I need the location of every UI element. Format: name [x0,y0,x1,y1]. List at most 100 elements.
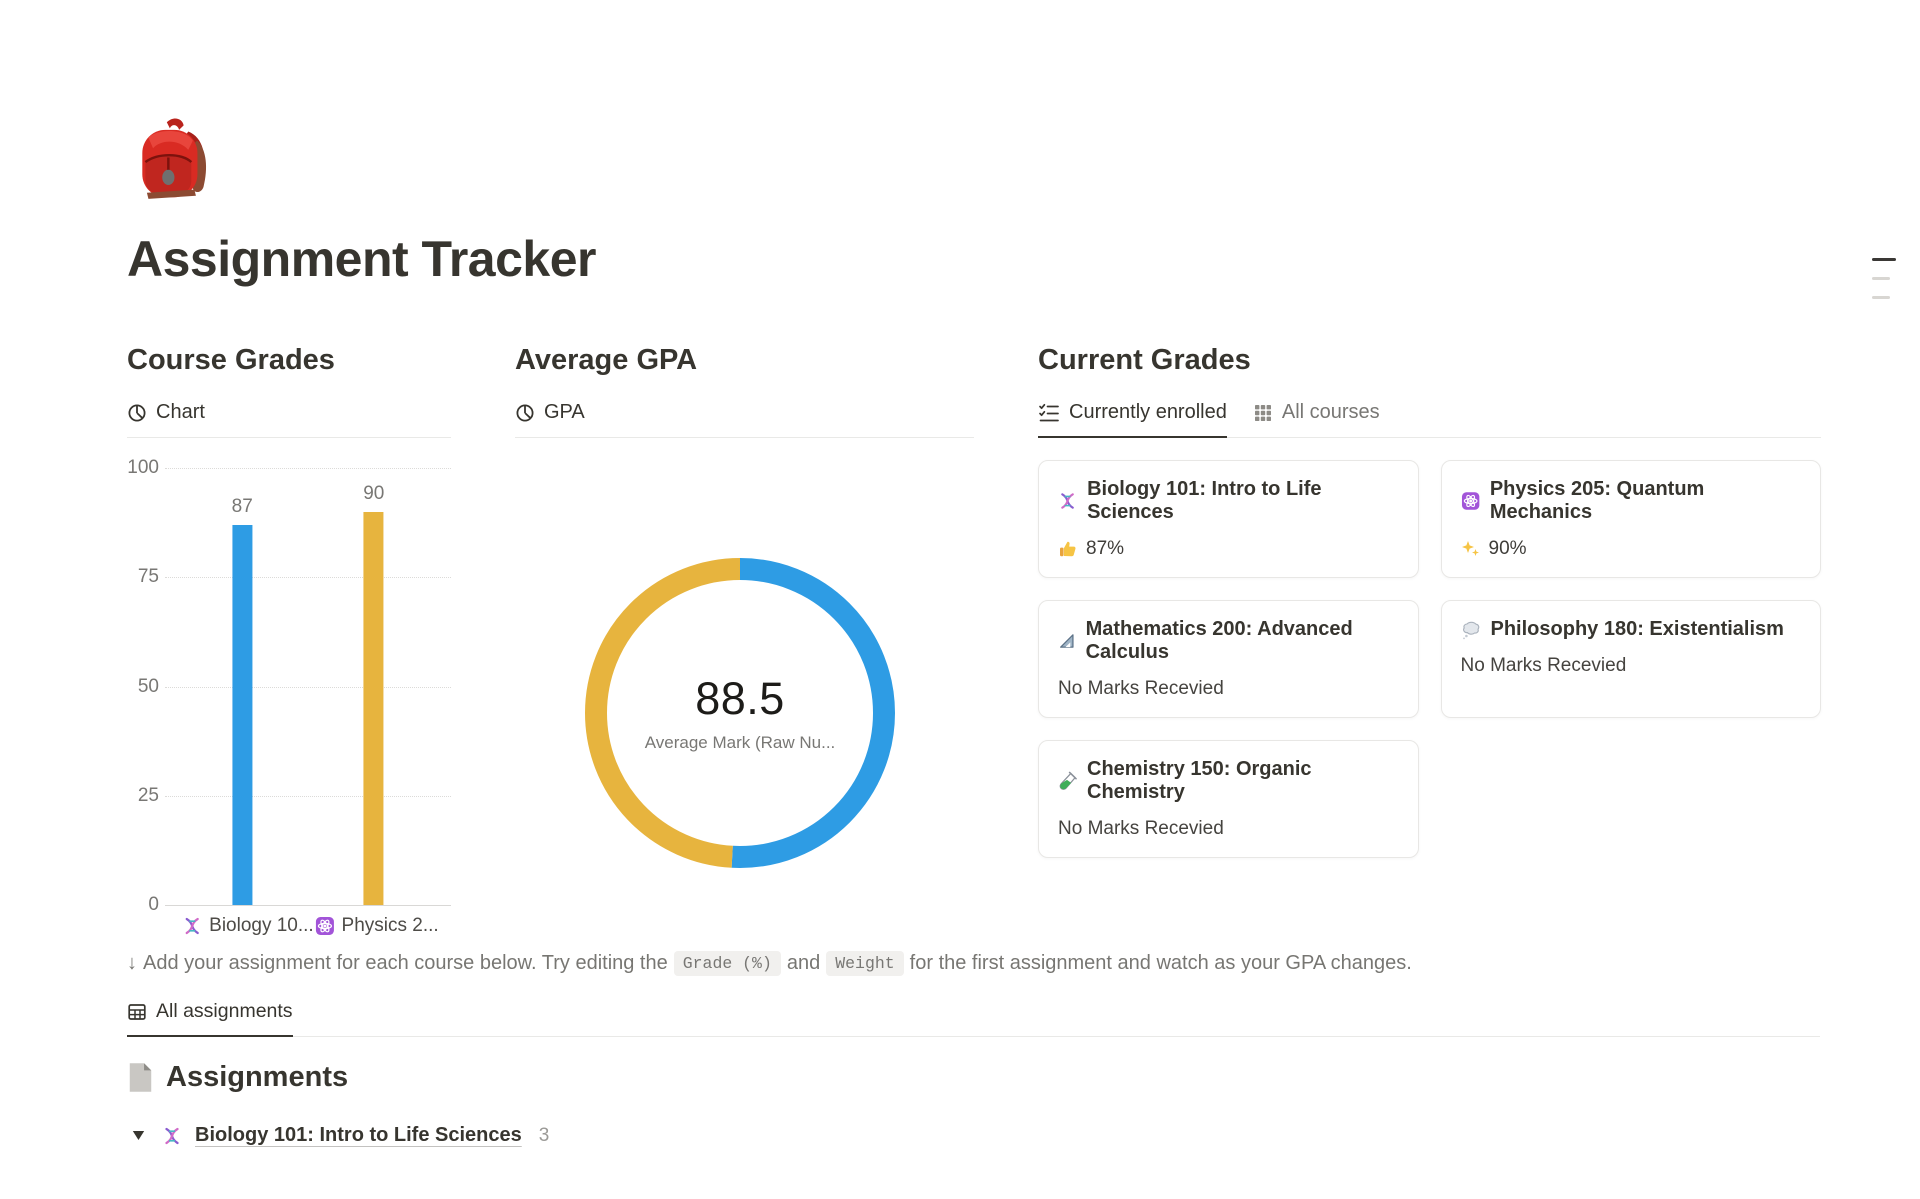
bar-rect-biology [232,525,253,905]
tab-currently-enrolled[interactable]: Currently enrolled [1038,401,1227,438]
average-gpa-tabs: GPA [515,401,974,438]
card-status-text: No Marks Recevied [1058,818,1224,839]
gridline-0 [165,905,451,906]
current-grades-section: Current Grades Currently enrolled [1038,344,1821,905]
tab-chart-label: Chart [156,401,205,423]
current-grades-heading: Current Grades [1038,344,1251,376]
bar-value-label: 90 [363,483,385,504]
pie-chart-icon [128,404,146,421]
gridline-100 [165,468,451,469]
bar-physics[interactable]: 90 [363,483,384,905]
gridline-50 [165,686,451,688]
assignments-heading-text: Assignments [166,1061,349,1093]
table-of-contents-indicator[interactable] [1872,258,1896,299]
atom-icon [1461,492,1479,510]
donut-svg [585,558,895,868]
tab-all-assignments-label: All assignments [156,1000,293,1022]
card-title-text: Biology 101: Intro to Life Sciences [1087,478,1322,523]
toc-bar [1872,296,1890,299]
course-grades-heading: Course Grades [127,344,335,376]
plot-area: 87 90 Bi [165,468,451,936]
table-icon [128,1003,146,1020]
dna-icon [185,917,199,935]
gpa-donut-chart: 88.5 Average Mark (Raw Nu... [585,558,895,868]
toc-bar [1872,258,1896,261]
gridline-75 [165,577,451,579]
checklist-icon [1039,403,1059,421]
tab-all-assignments[interactable]: All assignments [127,1000,293,1037]
assignments-heading: Assignments [127,1061,1820,1094]
donut-segment-yellow [585,558,895,868]
down-arrow-icon: ↓ [127,952,137,974]
assignment-group-biology: Biology 101: Intro to Life Sciences 3 [127,1124,1820,1147]
dna-icon [165,1127,179,1144]
x-label-physics: Physics 2... [315,915,439,937]
helper-note: ↓ Add your assignment for each course be… [127,951,1820,976]
tab-all-courses-label: All courses [1281,401,1380,423]
assignments-tabs: All assignments [127,1000,1820,1037]
tab-chart[interactable]: Chart [127,401,205,438]
toc-bar [1872,277,1890,280]
group-count: 3 [538,1124,550,1146]
toggle-triangle-icon[interactable] [127,1130,149,1141]
average-gpa-section: Average GPA GPA [515,344,974,905]
y-axis: 100 75 50 25 0 [127,457,165,915]
card-chemistry-150[interactable]: Chemistry 150: Organic Chemistry No Mark… [1038,740,1419,858]
card-mark-text: 87% [1086,538,1125,559]
code-chip-grade: Grade (%) [673,951,781,976]
group-title-link[interactable]: Biology 101: Intro to Life Sciences [195,1124,522,1146]
x-label-text: Physics 2... [341,915,439,936]
gpa-value-label: Average Mark (Raw Nu... [644,733,836,752]
y-tick: 0 [148,894,159,915]
atom-icon [315,917,334,935]
code-chip-weight: Weight [826,951,904,976]
card-title-text: Physics 205: Quantum Mechanics [1489,478,1705,523]
page-title: Assignment Tracker [127,231,596,287]
backpack-icon[interactable] [127,110,225,208]
bar-biology[interactable]: 87 [232,496,253,905]
thought-balloon-icon [1462,621,1479,639]
y-tick: 50 [137,675,159,697]
note-text: Add your assignment for each course belo… [143,952,668,974]
y-tick: 25 [137,784,159,806]
card-title-text: Philosophy 180: Existentialism [1490,618,1784,640]
grid-icon [1254,404,1271,421]
x-label-text: Biology 10... [209,915,314,936]
y-tick: 100 [127,457,159,478]
tab-all-courses[interactable]: All courses [1253,401,1380,438]
course-grades-tabs: Chart [127,401,451,438]
card-mathematics-200[interactable]: Mathematics 200: Advanced Calculus No Ma… [1038,600,1419,718]
course-grades-section: Course Grades Chart 100 75 50 [127,344,451,936]
bar-rect-physics [363,512,384,905]
card-biology-101[interactable]: Biology 101: Intro to Life Sciences 87% [1038,460,1419,578]
card-mark-text: 90% [1488,538,1527,559]
tab-gpa-label: GPA [544,401,585,423]
x-label-biology: Biology 10... [182,915,314,937]
card-title-text: Mathematics 200: Advanced Calculus [1085,618,1353,663]
current-grades-tabs: Currently enrolled All courses [1038,401,1821,438]
note-text: for the first assignment and watch as yo… [909,952,1412,974]
card-philosophy-180[interactable]: Philosophy 180: Existentialism No Marks … [1440,600,1821,718]
sparkles-icon [1461,541,1479,556]
card-status-text: No Marks Recevied [1058,678,1224,699]
gpa-value: 88.5 [695,673,785,724]
gridline-25 [165,795,451,797]
page-icon [129,1063,152,1092]
course-cards: Biology 101: Intro to Life Sciences 87% [1038,460,1821,858]
dna-icon [1061,493,1074,509]
test-tube-icon [1059,771,1077,790]
triangular-ruler-icon [1060,634,1074,648]
tab-gpa[interactable]: GPA [515,401,585,438]
card-status-text: No Marks Recevied [1460,655,1627,676]
note-text: and [786,952,821,974]
tab-currently-enrolled-label: Currently enrolled [1069,401,1227,423]
course-grades-bar-chart: 100 75 50 25 0 87 [127,457,451,936]
pie-chart-icon [516,404,534,421]
card-physics-205[interactable]: Physics 205: Quantum Mechanics 90% [1440,460,1821,578]
card-title-text: Chemistry 150: Organic Chemistry [1087,758,1312,803]
average-gpa-heading: Average GPA [515,344,698,376]
dashboard: Course Grades Chart 100 75 50 [127,344,1821,936]
bar-value-label: 87 [231,496,253,517]
y-tick: 75 [137,566,159,588]
